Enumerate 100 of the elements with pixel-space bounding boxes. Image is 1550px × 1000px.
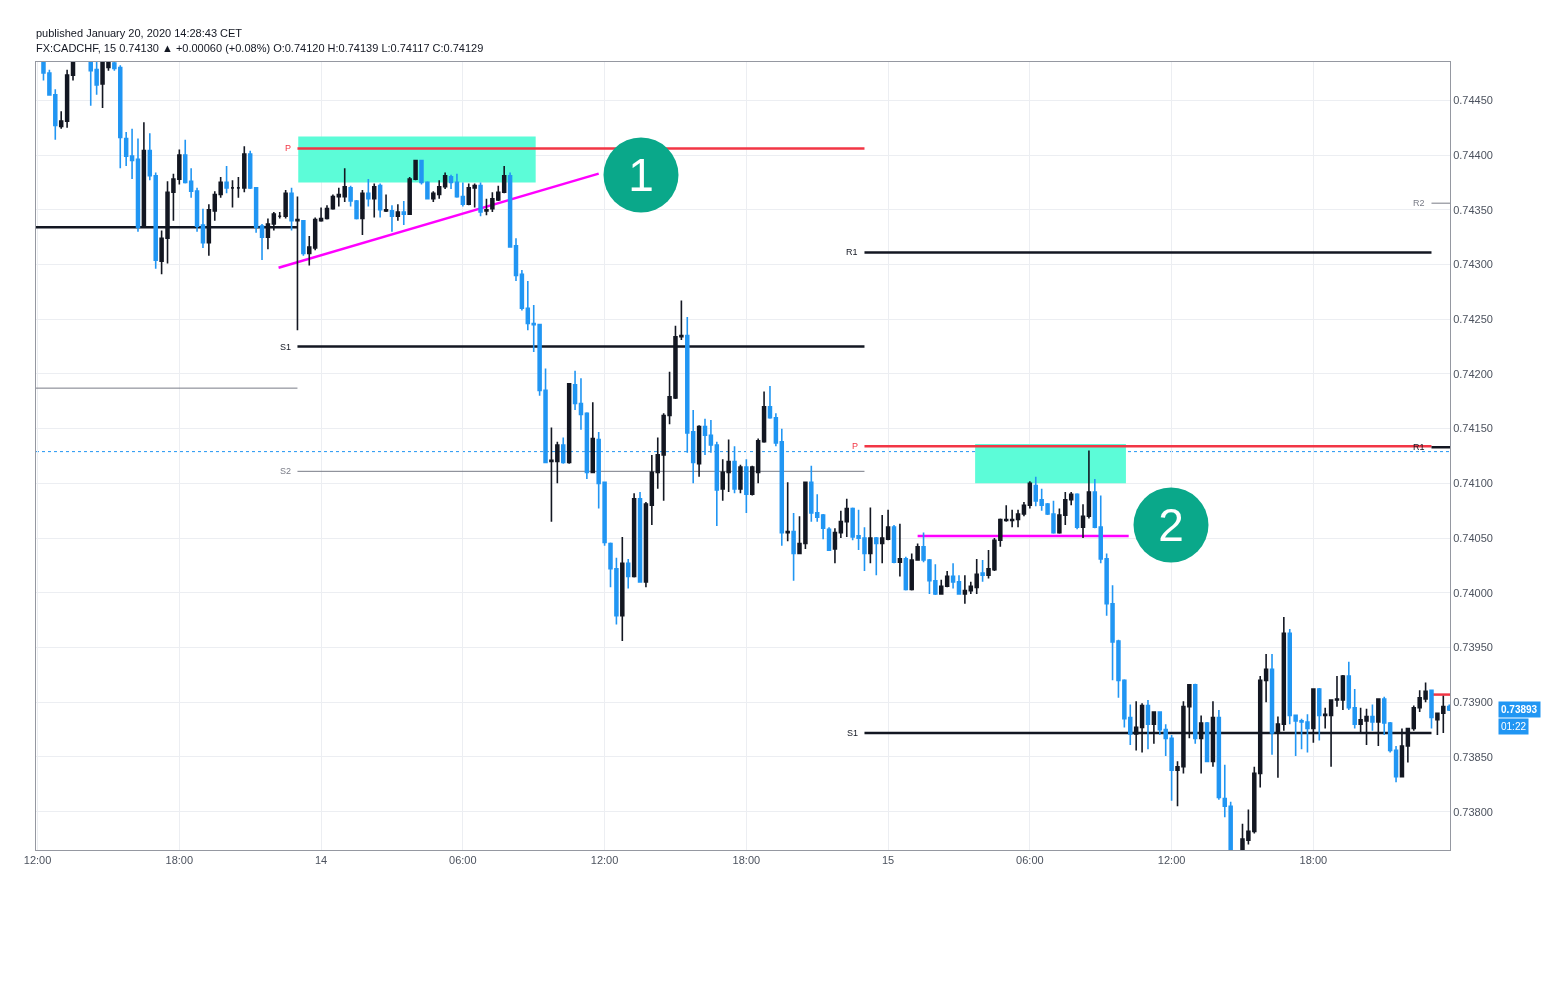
x-tick-label: 12:00 bbox=[1157, 854, 1186, 867]
y-tick-label: 0.73950 bbox=[1453, 641, 1493, 654]
candlestick bbox=[395, 203, 401, 222]
candlestick bbox=[242, 145, 247, 194]
series-label: R2 bbox=[1413, 198, 1425, 208]
candlestick bbox=[1145, 699, 1151, 751]
candlestick bbox=[129, 127, 135, 180]
annotation: 2 bbox=[1158, 499, 1184, 551]
candlestick bbox=[484, 198, 489, 217]
y-tick-label: 0.74250 bbox=[1453, 313, 1493, 326]
candlestick bbox=[1080, 503, 1086, 539]
candlestick bbox=[897, 523, 903, 578]
candlestick bbox=[1393, 745, 1399, 783]
candlestick bbox=[838, 509, 844, 539]
candlestick bbox=[318, 206, 324, 222]
candlestick bbox=[253, 187, 259, 234]
y-tick-label: 0.74000 bbox=[1453, 586, 1493, 599]
candlestick bbox=[820, 513, 826, 540]
text: 0.73893 bbox=[1501, 704, 1538, 715]
candlestick bbox=[773, 412, 779, 447]
y-tick-label: 0.73850 bbox=[1453, 750, 1493, 763]
candlestick bbox=[247, 149, 253, 190]
y-tick-label: 0.73800 bbox=[1453, 805, 1493, 818]
x-tick-label: 15 bbox=[881, 854, 895, 867]
candlestick bbox=[1317, 687, 1322, 742]
series-label: P bbox=[852, 441, 859, 451]
candlestick bbox=[832, 527, 838, 565]
candlestick bbox=[950, 562, 956, 590]
candlestick bbox=[1269, 653, 1275, 756]
candlestick bbox=[1387, 721, 1393, 754]
series-label: R1 bbox=[1413, 442, 1425, 452]
series-label: R1 bbox=[846, 247, 858, 257]
candlestick bbox=[572, 369, 578, 411]
candlestick bbox=[194, 187, 200, 233]
candlestick bbox=[903, 555, 909, 592]
candlestick bbox=[744, 458, 749, 514]
candlestick bbox=[383, 193, 389, 213]
candlestick bbox=[301, 219, 306, 257]
y-tick-label: 0.74100 bbox=[1453, 477, 1493, 490]
y-tick-label: 0.74150 bbox=[1453, 422, 1493, 435]
candlestick bbox=[620, 536, 625, 642]
candlestick bbox=[1340, 674, 1346, 711]
candlestick bbox=[289, 187, 294, 232]
candlestick bbox=[885, 508, 891, 542]
series-label: S1 bbox=[280, 342, 292, 352]
candlestick bbox=[230, 179, 235, 209]
y-tick-label: 0.74350 bbox=[1453, 203, 1493, 216]
x-tick-label: 06:00 bbox=[449, 854, 477, 867]
candlestick bbox=[980, 559, 985, 583]
candlestick bbox=[637, 491, 643, 583]
candlestick bbox=[200, 207, 206, 249]
y-tick-label: 0.73900 bbox=[1453, 696, 1493, 709]
annotation: 1 bbox=[628, 149, 654, 201]
candlestick bbox=[868, 506, 873, 565]
candlestick bbox=[962, 574, 968, 605]
y-tick-label: 0.74400 bbox=[1453, 148, 1493, 161]
candlestick bbox=[779, 427, 785, 547]
x-tick-label: 06:00 bbox=[1016, 854, 1044, 867]
candlestick bbox=[696, 424, 702, 478]
y-tick-label: 0.74450 bbox=[1453, 94, 1493, 107]
candlestick bbox=[442, 171, 448, 190]
text: 01:22 bbox=[1501, 721, 1527, 732]
candlestick bbox=[844, 497, 849, 538]
candlestick bbox=[1216, 709, 1222, 801]
y-tick-label: 0.74300 bbox=[1453, 258, 1493, 271]
candlestick bbox=[324, 204, 330, 221]
chart-title: published January 20, 2020 14:28:43 CET bbox=[36, 27, 243, 39]
candlestick bbox=[454, 172, 460, 199]
candlestick bbox=[738, 463, 743, 495]
candlestick bbox=[366, 178, 371, 208]
candlestick bbox=[1192, 682, 1198, 745]
candlestick bbox=[236, 176, 241, 199]
x-tick-label: 14 bbox=[314, 854, 328, 867]
candlestick bbox=[767, 385, 773, 420]
candlestick bbox=[513, 237, 519, 282]
candlestick bbox=[1381, 695, 1387, 736]
candlestick bbox=[625, 558, 631, 590]
candlestick bbox=[1015, 508, 1021, 528]
candlestick bbox=[891, 524, 897, 565]
candlestick bbox=[874, 536, 879, 577]
candlestick bbox=[761, 390, 767, 444]
candlestick bbox=[590, 401, 596, 474]
candlestick bbox=[135, 137, 141, 233]
x-tick-label: 18:00 bbox=[1299, 854, 1328, 867]
candlestick bbox=[283, 189, 288, 220]
series-label: S1 bbox=[847, 728, 859, 738]
x-tick-label: 12:00 bbox=[590, 854, 619, 867]
candlestick bbox=[1334, 675, 1340, 708]
x-tick-label: 12:00 bbox=[23, 854, 52, 867]
candlestick bbox=[649, 454, 655, 526]
candlestick bbox=[1370, 703, 1375, 732]
candlestick bbox=[1086, 449, 1092, 520]
candlestick bbox=[478, 181, 483, 218]
candlestick bbox=[643, 501, 649, 589]
candlestick bbox=[401, 200, 407, 226]
candlestick bbox=[519, 269, 525, 312]
y-tick-label: 0.74050 bbox=[1453, 531, 1493, 544]
y-tick-label: 0.74200 bbox=[1453, 367, 1493, 380]
candlestick bbox=[578, 377, 584, 431]
candlestick bbox=[1027, 480, 1033, 510]
